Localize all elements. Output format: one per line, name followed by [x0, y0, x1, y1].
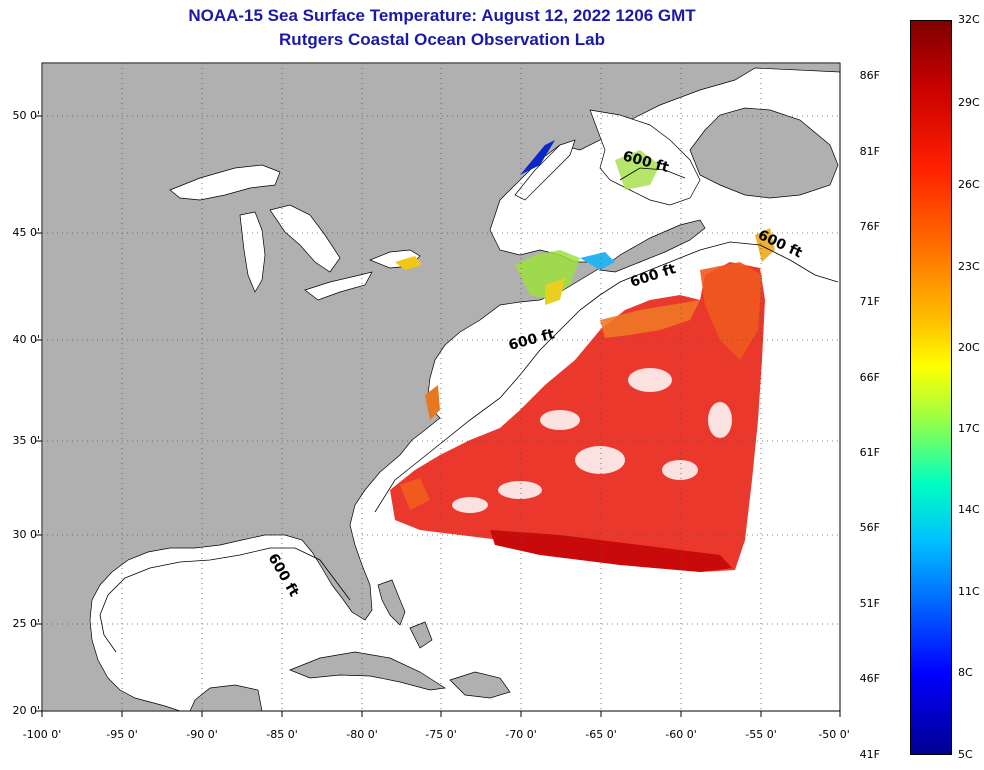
sst-coastal-patch	[515, 250, 580, 300]
colorbar-celsius-label: 11C	[958, 585, 980, 598]
colorbar-fahrenheit-label: 76F	[859, 220, 880, 233]
sst-swath-north	[600, 300, 700, 338]
longitude-label: -60 0'	[665, 728, 697, 741]
yucatan-landmass	[189, 684, 263, 712]
colorbar-celsius-label: 20C	[958, 341, 980, 354]
longitude-label: -90 0'	[186, 728, 218, 741]
longitude-label: -80 0'	[346, 728, 378, 741]
latitude-label: 25 0'	[12, 617, 40, 630]
nova-scotia-landmass	[599, 219, 706, 273]
hispaniola-landmass	[449, 671, 511, 699]
depth-contour	[99, 167, 839, 653]
sst-coastal-patch	[400, 478, 430, 510]
colorbar-fahrenheit-label: 71F	[859, 295, 880, 308]
map-title: NOAA-15 Sea Surface Temperature: August …	[188, 6, 696, 25]
colorbar-celsius-label: 26C	[958, 178, 980, 191]
latitude-label: 35 0'	[12, 434, 40, 447]
bahamas-landmass	[377, 579, 406, 626]
axis-ticks	[36, 115, 841, 717]
sst-lake-patch	[395, 256, 422, 270]
colorbar-celsius-label: 8C	[958, 666, 973, 679]
temperature-colorbar	[910, 20, 952, 755]
longitude-label: -100 0'	[22, 728, 62, 741]
colorbar-celsius-label: 29C	[958, 96, 980, 109]
sst-coastal-patch	[580, 252, 615, 270]
longitude-label: -95 0'	[106, 728, 138, 741]
colorbar-fahrenheit-label: 41F	[859, 748, 880, 761]
colorbar-fahrenheit-label: 56F	[859, 521, 880, 534]
cuba-landmass	[289, 651, 446, 691]
longitude-label: -70 0'	[505, 728, 537, 741]
sst-coastal-patch	[520, 140, 555, 175]
colorbar-celsius-label: 14C	[958, 503, 980, 516]
colorbar-fahrenheit-label: 81F	[859, 145, 880, 158]
longitude-label: -65 0'	[585, 728, 617, 741]
cloud-gaps	[452, 368, 732, 513]
colorbar-celsius-label: 17C	[958, 422, 980, 435]
colorbar-fahrenheit-label: 66F	[859, 371, 880, 384]
sst-coastal-patch	[545, 278, 565, 305]
longitude-label: -50 0'	[818, 728, 850, 741]
sst-swath-east	[700, 262, 762, 360]
latitude-label: 30 0'	[12, 528, 40, 541]
sst-coastal-patch	[755, 228, 775, 262]
longitude-label: -85 0'	[266, 728, 298, 741]
colorbar-fahrenheit-label: 46F	[859, 672, 880, 685]
newfoundland-landmass	[689, 107, 839, 199]
latitude-label: 50 0'	[12, 109, 40, 122]
sst-swath-south-band	[490, 530, 732, 572]
lake-superior	[169, 164, 281, 201]
colorbar-fahrenheit-label: 61F	[859, 446, 880, 459]
latitude-label: 45 0'	[12, 226, 40, 239]
sst-coastal-patch	[615, 150, 660, 190]
lake-huron	[269, 204, 341, 273]
st-lawrence-river	[514, 139, 576, 201]
colorbar-fahrenheit-label: 51F	[859, 597, 880, 610]
colorbar-celsius-label: 32C	[958, 13, 980, 26]
latitude-label: 20 0'	[12, 704, 40, 717]
lake-erie	[304, 271, 373, 301]
colorbar-fahrenheit-label: 86F	[859, 69, 880, 82]
sst-coastal-patch	[425, 385, 440, 420]
lake-michigan	[239, 211, 266, 293]
longitude-label: -55 0'	[745, 728, 777, 741]
longitude-label: -75 0'	[425, 728, 457, 741]
sst-swath	[390, 140, 775, 572]
map-subtitle: Rutgers Coastal Ocean Observation Lab	[279, 30, 605, 49]
bahamas-island	[409, 621, 433, 649]
latitude-label: 40 0'	[12, 333, 40, 346]
graticule	[42, 63, 840, 711]
colorbar-celsius-label: 5C	[958, 748, 973, 761]
colorbar-celsius-label: 23C	[958, 260, 980, 273]
great-lakes	[169, 109, 701, 301]
